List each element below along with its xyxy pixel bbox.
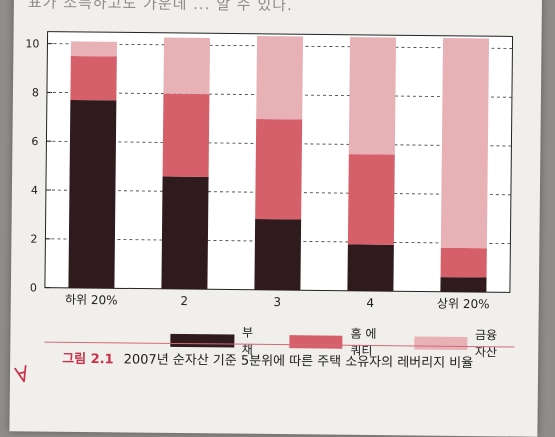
bar-2-series-3 — [163, 37, 210, 94]
bar-1-series-2 — [70, 56, 116, 100]
figure-caption: 그림 2.1 2007년 순자산 기준 5분위에 따른 주택 소유자의 레버리지 … — [62, 348, 473, 371]
bar-1-series-3 — [71, 41, 117, 56]
x-axis-labels: 하위 20% 2 3 4 상위 20% — [65, 293, 490, 311]
bar-2-series-1 — [161, 177, 208, 290]
x-tick-label-4: 4 — [366, 296, 374, 310]
bar-4-series-1 — [347, 244, 393, 291]
legend-swatch-debt — [170, 333, 234, 347]
y-tick-label-0: 0 — [30, 281, 37, 294]
bar-2-series-2 — [163, 94, 210, 177]
x-tick-label-1: 하위 20% — [65, 293, 118, 308]
stacked-bar-chart: 0 2 4 6 8 10 하위 20% 2 3 4 상위 20% — [11, 0, 542, 327]
handwritten-pen-mark: ∀ — [13, 362, 32, 390]
legend-swatch-financial-assets — [414, 336, 467, 350]
bar-4-series-2 — [348, 154, 395, 245]
bar-3-series-3 — [256, 36, 303, 119]
y-tick-label-10: 10 — [25, 37, 39, 50]
bar-5-series-1 — [440, 277, 486, 292]
bar-4-series-3 — [349, 37, 396, 155]
figure-number: 그림 2.1 — [62, 352, 114, 368]
x-tick-label-5: 상위 20% — [437, 297, 490, 312]
legend-label-financial-assets: 금융 자산 — [475, 326, 511, 360]
bar-3-series-2 — [255, 119, 302, 220]
bar-3-series-1 — [254, 219, 301, 290]
x-tick-label-2: 2 — [180, 294, 188, 308]
bar-5-series-3 — [441, 38, 489, 248]
y-tick-label-6: 6 — [31, 135, 38, 148]
y-tick-label-2: 2 — [30, 233, 37, 246]
y-tick-label-4: 4 — [31, 184, 38, 197]
x-tick-label-3: 3 — [273, 295, 281, 309]
y-tick-label-8: 8 — [32, 86, 39, 99]
bar-1-series-1 — [68, 100, 116, 288]
legend-swatch-home-equity — [289, 335, 342, 349]
figure-caption-text: 2007년 순자산 기준 5분위에 따른 주택 소유자의 레버리지 비율 — [124, 352, 474, 371]
bar-5-series-2 — [441, 248, 487, 278]
